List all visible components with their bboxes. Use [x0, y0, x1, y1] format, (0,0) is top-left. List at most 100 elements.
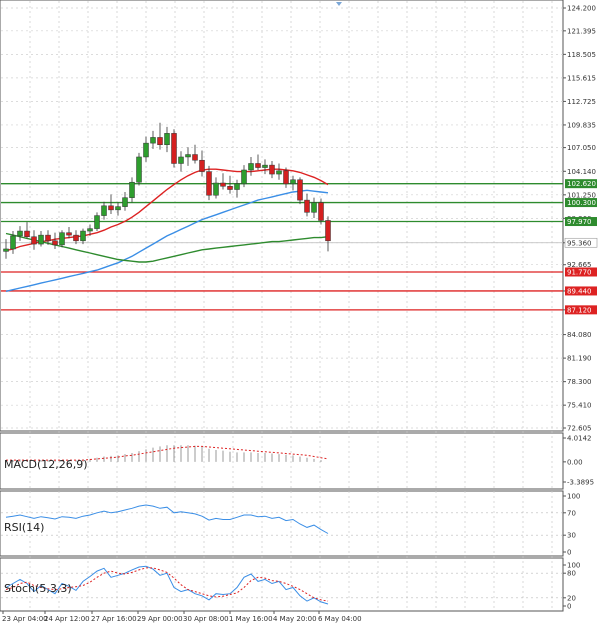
candles	[3, 122, 331, 259]
axes: 124.200 121.395 118.505 115.615 112.725 109.8…	[2, 5, 596, 624]
bear-candle	[325, 220, 331, 242]
stoch-d-line	[5, 567, 329, 602]
resistance-level-label: 97.970	[567, 218, 592, 226]
stoch-y-tick-label: 80	[567, 570, 576, 578]
scroll-marker-icon[interactable]	[336, 2, 342, 6]
macd-panel-frame	[0, 432, 564, 490]
bear-candle	[220, 182, 226, 187]
resistance-level-tag	[565, 198, 597, 208]
bear-candle	[52, 240, 58, 246]
bear-candle	[66, 232, 72, 236]
price-y-tick-label: 121.395	[567, 27, 596, 35]
rsi-y-tick-label: 100	[567, 493, 580, 501]
bull-candle	[262, 164, 268, 168]
bull-candle	[80, 230, 86, 242]
support-level-label: 87.120	[567, 306, 592, 314]
stoch-y-tick-label: 0	[567, 603, 571, 611]
bull-candle	[143, 142, 149, 158]
bull-candle	[129, 181, 135, 198]
grid-layer	[1, 1, 563, 611]
bear-candle	[283, 170, 289, 185]
bull-candle	[213, 182, 219, 196]
price-y-tick-label: 101.250	[567, 191, 596, 199]
support-level-tag	[565, 305, 597, 315]
macd-y-tick-label: 0.00	[567, 458, 583, 466]
bear-candle	[45, 234, 51, 242]
support-level-tag	[565, 267, 597, 277]
macd-y-tick-label: -3.3895	[567, 479, 594, 487]
bull-candle	[164, 133, 170, 146]
resistance-level-tag	[565, 217, 597, 227]
x-tick-label: 6 May 04:00	[318, 615, 362, 623]
x-tick-label: 30 Apr 08:00	[183, 615, 229, 623]
x-tick-label: 29 Apr 00:00	[137, 615, 183, 623]
bear-candle	[108, 205, 114, 211]
macd-signal-line	[6, 445, 329, 461]
bear-candle	[318, 202, 324, 221]
bear-candle	[269, 164, 275, 175]
bull-candle	[115, 206, 121, 211]
x-tick-label: 23 Apr 04:00	[2, 615, 48, 623]
bull-candle	[185, 154, 191, 158]
bear-candle	[304, 199, 310, 213]
price-y-tick-label: 109.835	[567, 121, 596, 129]
bear-candle	[227, 186, 233, 190]
support-level-label: 89.440	[567, 287, 592, 295]
price-y-tick-label: 107.050	[567, 144, 596, 152]
bull-candle	[290, 179, 296, 185]
bear-candle	[206, 171, 212, 196]
price-y-tick-label: 112.725	[567, 98, 596, 106]
current-price-label: 95.360	[567, 239, 592, 247]
price-y-tick-label: 72.605	[567, 425, 592, 433]
price-y-tick-label: 84.080	[567, 331, 592, 339]
rsi-y-tick-label: 0	[567, 549, 571, 557]
stoch-k-line	[5, 565, 329, 605]
panel-frames	[0, 0, 564, 612]
bull-candle	[10, 235, 16, 250]
resistance-level-tag	[565, 179, 597, 189]
rsi-line	[5, 504, 329, 534]
bull-candle	[248, 163, 254, 171]
indicators	[1, 445, 563, 605]
rsi-y-tick-label: 70	[567, 509, 576, 517]
resistance-level-label: 100.300	[567, 199, 596, 207]
rsi-label: RSI(14)	[4, 521, 44, 534]
bear-candle	[192, 154, 198, 161]
bull-candle	[38, 234, 44, 245]
bull-candle	[276, 170, 282, 175]
stoch-y-tick-label: 20	[567, 594, 576, 602]
price-y-tick-label: 115.615	[567, 74, 596, 82]
price-panel-frame	[0, 0, 564, 432]
bear-candle	[24, 230, 30, 237]
bear-candle	[73, 234, 79, 242]
bull-candle	[101, 205, 107, 216]
bear-candle	[171, 133, 177, 164]
bear-candle	[31, 236, 37, 245]
bull-candle	[136, 156, 142, 183]
bull-candle	[87, 228, 93, 232]
x-tick-label: 27 Apr 16:00	[91, 615, 137, 623]
bear-candle	[157, 137, 163, 146]
resistance-level-label: 102.620	[567, 180, 596, 188]
stoch-label: Stoch(5,3,3)	[4, 582, 72, 595]
price-y-tick-label: 118.505	[567, 51, 596, 59]
support-level-label: 91.770	[567, 268, 592, 276]
price-y-tick-label: 78.300	[567, 378, 592, 386]
rsi-panel-frame	[0, 490, 564, 557]
x-tick-label: 4 May 20:00	[273, 615, 317, 623]
bear-candle	[297, 179, 303, 201]
bull-candle	[234, 183, 240, 190]
current-price-tag	[564, 237, 598, 248]
rsi-y-tick-label: 30	[567, 532, 576, 540]
macd-label: MACD(12,26,9)	[4, 458, 88, 471]
macd-y-tick-label: 4.0142	[567, 435, 592, 443]
price-y-tick-label: 104.140	[567, 168, 596, 176]
bull-candle	[150, 137, 156, 144]
support-level-tag	[565, 286, 597, 296]
bull-candle	[178, 156, 184, 164]
bear-candle	[199, 159, 205, 172]
x-tick-label: 1 May 16:00	[229, 615, 273, 623]
bull-candle	[3, 248, 9, 252]
moving-average-line	[5, 232, 329, 263]
